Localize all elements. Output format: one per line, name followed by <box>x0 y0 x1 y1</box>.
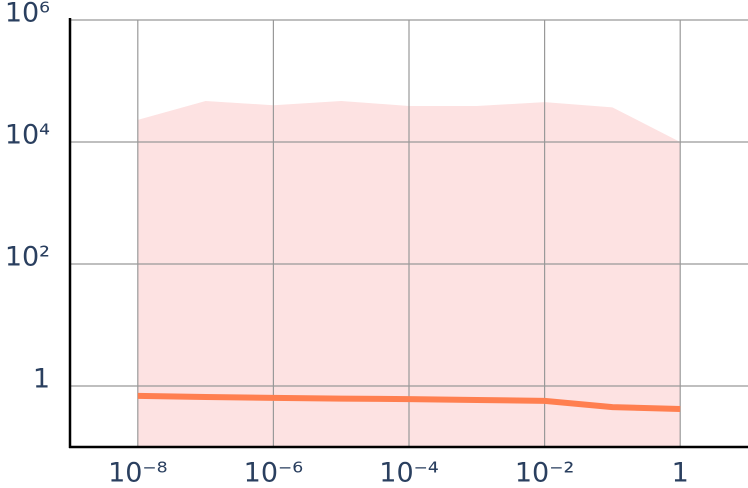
y-tick-label: 10² <box>5 242 50 273</box>
x-tick-label: 10⁻⁶ <box>244 458 303 488</box>
y-tick-label: 10⁶ <box>5 0 50 29</box>
y-tick-label: 1 <box>33 364 50 395</box>
x-tick-label: 1 <box>672 458 689 488</box>
x-tick-label: 10⁻² <box>515 458 574 488</box>
y-tick-label: 10⁴ <box>5 120 50 151</box>
x-tick-label: 10⁻⁸ <box>108 458 167 488</box>
line <box>137 392 681 412</box>
x-tick-label: 10⁻⁴ <box>379 458 438 488</box>
